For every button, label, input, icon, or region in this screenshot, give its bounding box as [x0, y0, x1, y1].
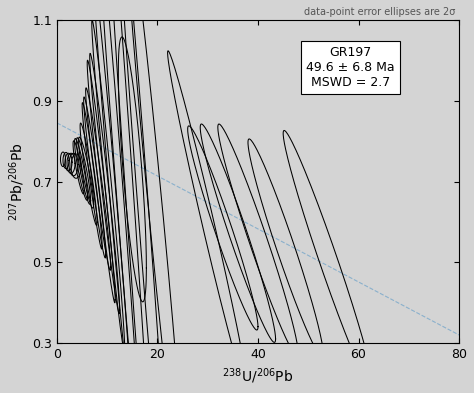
Text: data-point error ellipses are 2σ: data-point error ellipses are 2σ	[304, 7, 455, 17]
X-axis label: $^{238}$U/$^{206}$Pb: $^{238}$U/$^{206}$Pb	[222, 366, 294, 386]
Y-axis label: $^{207}$Pb/$^{206}$Pb: $^{207}$Pb/$^{206}$Pb	[7, 142, 27, 221]
Text: GR197
49.6 ± 6.8 Ma
MSWD = 2.7: GR197 49.6 ± 6.8 Ma MSWD = 2.7	[306, 46, 395, 89]
